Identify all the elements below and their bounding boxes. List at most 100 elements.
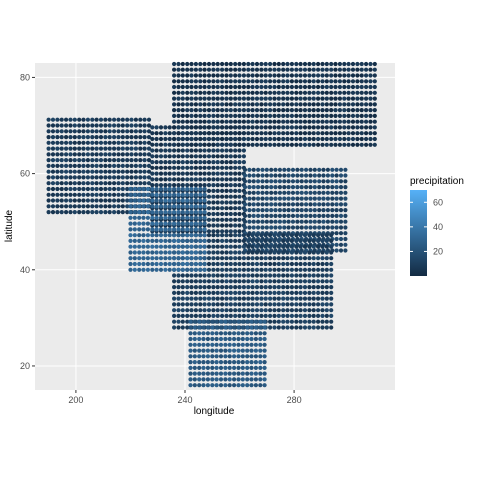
data-point — [193, 227, 198, 232]
data-point — [224, 125, 229, 130]
data-point — [163, 250, 168, 255]
data-point — [158, 125, 164, 130]
data-point — [202, 183, 207, 188]
data-point — [94, 158, 99, 163]
data-point — [260, 225, 265, 230]
data-point — [202, 233, 207, 238]
data-point — [185, 165, 190, 170]
data-point — [133, 123, 138, 128]
data-point — [320, 313, 325, 318]
data-point — [215, 256, 220, 261]
data-point — [55, 198, 60, 203]
y-tick-label: 80 — [20, 72, 30, 82]
data-point — [224, 308, 229, 313]
data-point — [202, 261, 207, 267]
data-point — [228, 177, 233, 182]
data-point — [85, 146, 90, 151]
data-point — [311, 313, 316, 318]
data-point — [311, 96, 316, 101]
data-point — [302, 131, 308, 136]
data-point — [224, 136, 229, 142]
data-point — [197, 365, 202, 370]
data-point — [249, 371, 254, 376]
data-point — [64, 186, 69, 192]
data-point — [158, 238, 164, 243]
data-point — [250, 290, 255, 295]
data-point — [224, 256, 229, 261]
data-point — [316, 244, 321, 249]
data-point — [346, 73, 351, 78]
data-point — [302, 79, 308, 84]
data-point — [215, 206, 220, 211]
data-point — [198, 273, 203, 278]
data-point — [307, 302, 312, 307]
data-point — [50, 204, 56, 209]
data-point — [198, 177, 203, 182]
data-point — [163, 177, 168, 182]
data-point — [50, 158, 56, 163]
data-point — [220, 142, 225, 147]
data-point — [94, 186, 99, 192]
data-point — [246, 84, 251, 90]
data-point — [137, 256, 142, 261]
data-point — [364, 113, 369, 118]
data-point — [210, 325, 215, 330]
data-point — [180, 142, 185, 147]
data-point — [232, 377, 237, 382]
data-point — [246, 313, 251, 318]
data-point — [107, 158, 112, 163]
data-point — [240, 331, 245, 336]
data-point — [180, 290, 185, 295]
data-point — [256, 173, 261, 178]
data-point — [81, 210, 86, 215]
data-point — [167, 171, 172, 176]
data-point — [302, 273, 308, 278]
data-point — [142, 146, 147, 151]
data-point — [338, 225, 344, 230]
data-point — [215, 217, 220, 222]
data-point — [317, 208, 322, 213]
data-point — [180, 84, 185, 90]
data-point — [176, 325, 181, 330]
data-point — [120, 204, 125, 209]
data-point — [206, 273, 212, 278]
data-point — [277, 185, 282, 190]
data-point — [346, 61, 351, 67]
data-point — [236, 325, 241, 330]
data-point — [215, 84, 220, 90]
data-point — [185, 221, 190, 226]
data-point — [263, 142, 268, 147]
data-point — [193, 73, 198, 78]
data-point — [211, 223, 216, 228]
data-point — [185, 73, 190, 78]
data-point — [206, 223, 212, 228]
data-point — [128, 186, 133, 192]
data-point — [224, 165, 229, 170]
data-point — [228, 165, 233, 170]
data-point — [215, 136, 220, 142]
data-point — [237, 171, 242, 176]
data-point — [150, 177, 155, 182]
data-point — [232, 336, 237, 342]
data-point — [311, 325, 316, 330]
data-point — [259, 131, 264, 136]
data-point — [325, 202, 330, 207]
data-point — [72, 140, 77, 145]
data-point — [172, 285, 177, 290]
data-point — [158, 131, 164, 136]
data-point — [285, 113, 290, 118]
data-point — [107, 117, 112, 122]
data-point — [211, 273, 216, 278]
data-point — [224, 302, 229, 307]
data-point — [224, 290, 229, 295]
data-point — [154, 192, 159, 197]
data-point — [120, 186, 125, 192]
data-point — [268, 96, 273, 101]
data-point — [189, 67, 194, 72]
data-point — [158, 183, 164, 188]
data-point — [268, 61, 273, 67]
data-point — [59, 204, 64, 209]
data-point — [237, 165, 242, 170]
data-point — [245, 365, 250, 370]
data-point — [329, 267, 334, 272]
